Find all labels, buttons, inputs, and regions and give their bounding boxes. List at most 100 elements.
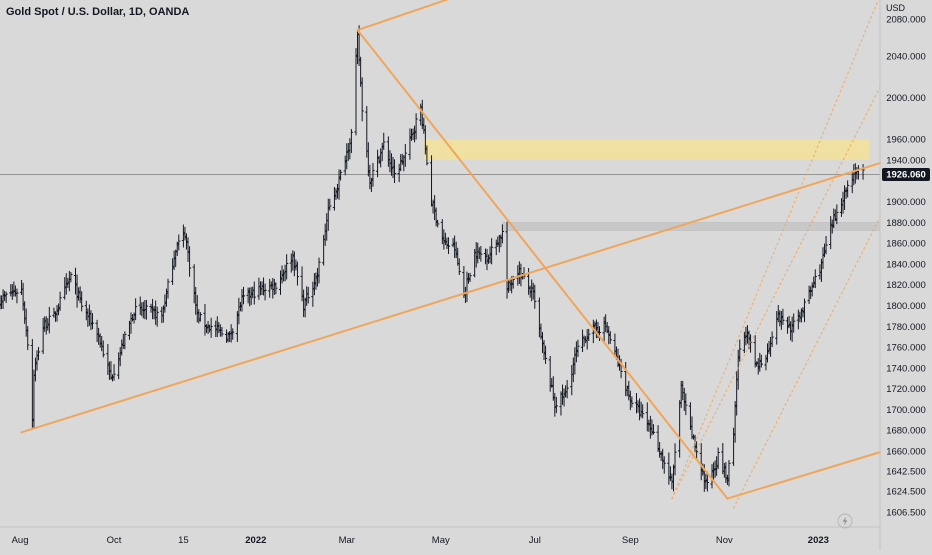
ohlc-bar xyxy=(543,345,548,364)
current-price-label: 1926.060 xyxy=(882,167,930,181)
y-tick-label: 1740.000 xyxy=(886,363,926,374)
ohlc-bar xyxy=(252,281,256,305)
ohlc-bar xyxy=(4,291,8,304)
ohlc-bar xyxy=(673,443,677,476)
ohlc-bar xyxy=(813,269,817,289)
x-tick-label: Sep xyxy=(622,535,639,546)
y-tick-label: 1700.000 xyxy=(886,405,926,416)
ohlc-bar xyxy=(371,162,375,187)
ohlc-bar xyxy=(479,246,483,262)
ohlc-bar xyxy=(533,284,537,309)
y-tick-label: 1606.500 xyxy=(886,508,926,519)
upper-channel-line xyxy=(356,0,450,32)
support-zone xyxy=(502,222,881,231)
y-tick-label: 1780.000 xyxy=(886,322,926,333)
ohlc-bar xyxy=(360,77,364,122)
x-tick-label: Nov xyxy=(716,535,733,546)
ohlc-bar xyxy=(328,198,332,211)
current-price-label-text: 1926.060 xyxy=(886,170,926,181)
ohlc-bar xyxy=(597,326,602,341)
ohlc-bar xyxy=(630,396,634,408)
ohlc-bar xyxy=(306,286,310,304)
ohlc-bar xyxy=(425,145,429,166)
ohlc-bar xyxy=(295,261,300,286)
x-tick-label: 2022 xyxy=(245,535,266,546)
ohlc-bar xyxy=(26,326,30,351)
ohlc-bar xyxy=(220,327,224,337)
y-tick-label: 1900.000 xyxy=(886,197,926,208)
ohlc-bar xyxy=(446,237,451,254)
ohlc-bar xyxy=(695,441,699,461)
ohlc-bar xyxy=(80,291,84,312)
ohlc-bar xyxy=(317,257,321,284)
x-tick-label: Oct xyxy=(107,535,122,546)
y-tick-label: 1940.000 xyxy=(886,155,926,166)
ohlc-bar xyxy=(392,159,397,184)
ohlc-bar xyxy=(587,328,591,341)
y-tick-label: 2080.000 xyxy=(886,15,926,26)
current-price-label-bg xyxy=(882,167,930,181)
ohlc-bar xyxy=(684,393,688,416)
ohlc-bar xyxy=(727,460,731,487)
falling-trendline xyxy=(356,29,729,500)
ohlc-bar xyxy=(155,306,159,327)
y-tick-label: 1680.000 xyxy=(886,426,926,437)
ohlc-bar xyxy=(641,404,645,419)
ohlc-bar xyxy=(90,313,95,330)
ohlc-bar xyxy=(274,282,278,295)
y-tick-label: 1800.000 xyxy=(886,301,926,312)
x-tick-label: 15 xyxy=(178,535,189,546)
ohlc-bar xyxy=(716,447,720,470)
y-tick-label: 1840.000 xyxy=(886,259,926,270)
ohlc-bar xyxy=(349,128,353,154)
ohlc-bar xyxy=(500,224,505,244)
ohlc-bar xyxy=(166,278,170,299)
x-tick-label: Aug xyxy=(12,535,29,546)
ohlc-bar xyxy=(835,204,839,225)
ohlc-bar xyxy=(457,258,461,275)
ohlc-bar xyxy=(781,308,785,325)
ohlc-bar xyxy=(241,286,246,305)
y-tick-label: 1760.000 xyxy=(886,343,926,354)
ohlc-bar xyxy=(846,180,850,198)
ohlc-bar xyxy=(15,288,19,304)
ohlc-bar xyxy=(123,331,127,350)
y-tick-label: 1880.000 xyxy=(886,218,926,229)
ohlc-bar xyxy=(565,380,569,399)
dotted-channel-line-1 xyxy=(671,0,879,500)
ohlc-bar xyxy=(177,234,181,251)
ohlc-bar xyxy=(144,299,149,320)
ohlc-bar xyxy=(468,272,472,282)
y-tick-label: 1820.000 xyxy=(886,280,926,291)
ohlc-bar xyxy=(36,346,41,361)
y-tick-label: 1660.000 xyxy=(886,447,926,458)
rising-trendline xyxy=(20,162,881,434)
ohlc-bar xyxy=(651,424,656,435)
lower-channel-line xyxy=(726,451,881,500)
ohlc-bar xyxy=(187,246,192,277)
ohlc-bar xyxy=(338,169,343,181)
resistance-zone xyxy=(423,139,870,160)
ohlc-bar xyxy=(198,312,202,322)
dotted-channel-line-3 xyxy=(732,216,881,509)
ohlc-bar xyxy=(403,143,407,167)
ohlc-bar xyxy=(608,331,612,344)
ohlc-bar xyxy=(209,317,213,338)
ohlc-bar xyxy=(705,471,709,492)
ohlc-bar xyxy=(490,238,494,265)
y-tick-label: 1860.000 xyxy=(886,239,926,250)
y-tick-label: 1642.500 xyxy=(886,467,926,478)
chart-title: Gold Spot / U.S. Dollar, 1D, OANDA xyxy=(6,6,189,18)
y-tick-label: 1960.000 xyxy=(886,135,926,146)
ohlc-bar xyxy=(414,113,418,140)
y-tick-label: 2000.000 xyxy=(886,93,926,104)
ohlc-bar xyxy=(759,354,763,368)
ohlc-bar xyxy=(436,219,440,228)
ohlc-bar xyxy=(662,456,666,474)
price-axis-unit: USD xyxy=(886,3,906,13)
lightning-icon[interactable] xyxy=(837,513,853,529)
ohlc-bar xyxy=(112,364,116,381)
ohlc-bar xyxy=(47,306,51,334)
